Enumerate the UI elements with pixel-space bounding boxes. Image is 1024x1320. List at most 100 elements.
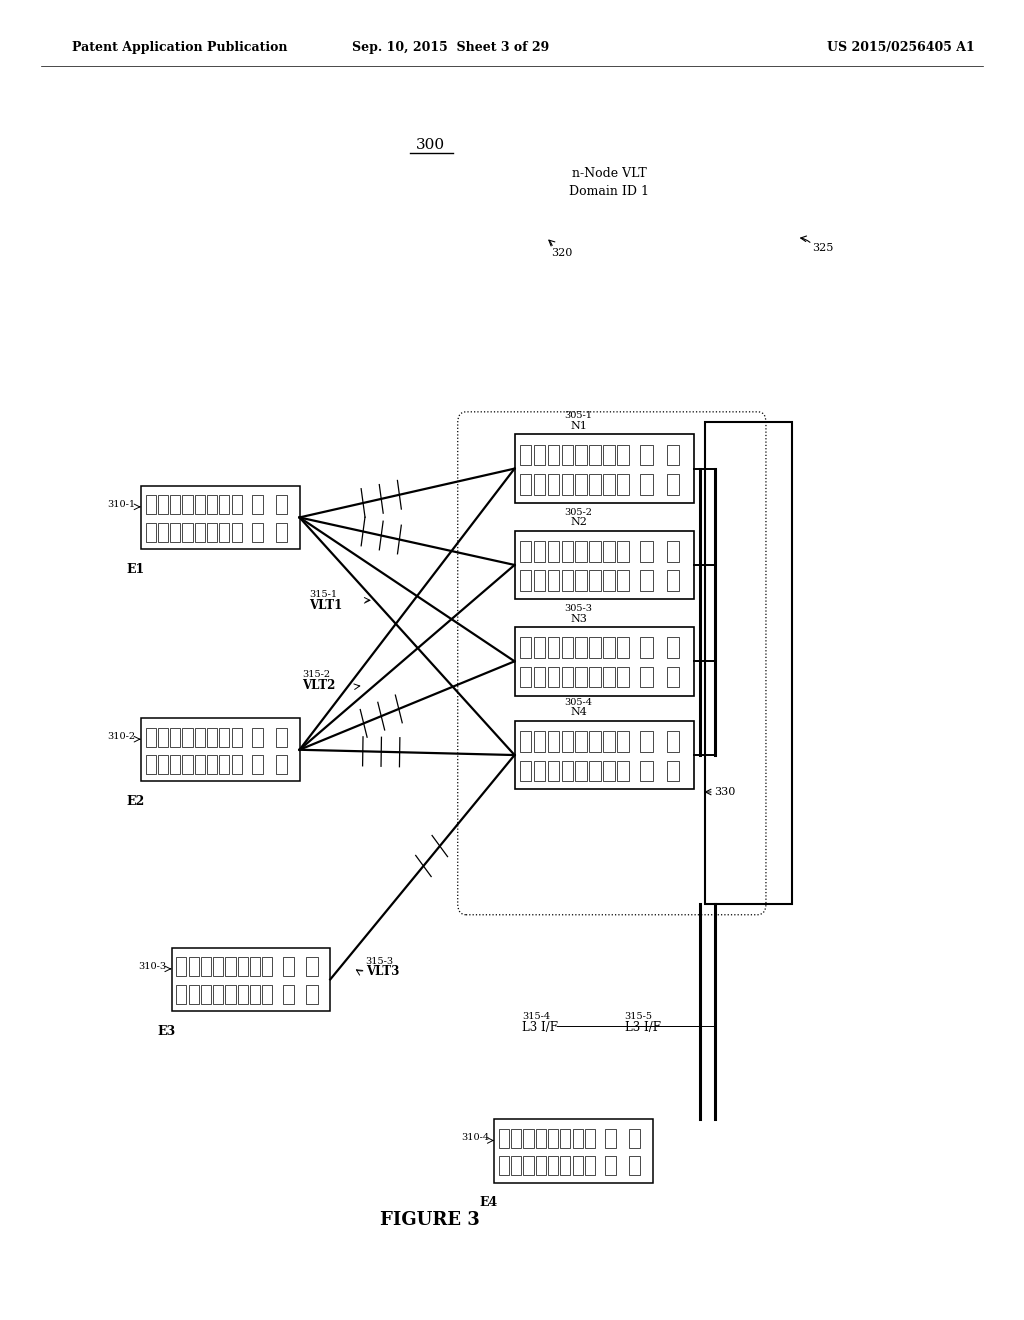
Bar — [585, 1129, 595, 1148]
Text: 305-2: 305-2 — [564, 508, 593, 517]
Bar — [158, 727, 168, 747]
Bar — [617, 667, 629, 688]
Bar — [667, 638, 679, 657]
Bar — [520, 474, 531, 495]
Bar — [219, 495, 229, 515]
Bar — [499, 1156, 509, 1175]
Bar — [306, 985, 317, 1003]
Bar — [590, 445, 601, 465]
Bar — [534, 638, 545, 657]
Text: 310-2: 310-2 — [108, 733, 135, 742]
Text: FIGURE 3: FIGURE 3 — [380, 1210, 480, 1229]
Bar — [534, 541, 545, 561]
Text: 305-1: 305-1 — [564, 412, 593, 421]
Bar — [201, 985, 211, 1003]
Bar — [603, 474, 614, 495]
Bar — [640, 570, 652, 591]
Bar — [514, 721, 694, 789]
Bar — [283, 957, 294, 977]
Text: 310-1: 310-1 — [108, 500, 135, 510]
Bar — [561, 541, 573, 561]
Bar — [617, 541, 629, 561]
Text: 305-3: 305-3 — [564, 605, 593, 614]
Text: E1: E1 — [127, 562, 144, 576]
Bar — [520, 638, 531, 657]
Bar — [640, 760, 652, 781]
Text: Patent Application Publication: Patent Application Publication — [72, 41, 287, 54]
Bar — [617, 445, 629, 465]
Bar — [572, 1156, 583, 1175]
Bar — [640, 667, 652, 688]
Bar — [207, 523, 217, 541]
Bar — [275, 755, 287, 774]
Text: 300: 300 — [416, 139, 444, 152]
Bar — [617, 570, 629, 591]
Bar — [590, 570, 601, 591]
Bar — [511, 1129, 521, 1148]
Bar — [499, 1129, 509, 1148]
Bar — [667, 760, 679, 781]
Bar — [590, 474, 601, 495]
Bar — [195, 727, 205, 747]
Bar — [605, 1156, 616, 1175]
Bar — [575, 445, 587, 465]
Text: 310-3: 310-3 — [138, 962, 166, 972]
Text: L3 I/F: L3 I/F — [522, 1020, 558, 1034]
Bar — [548, 541, 559, 561]
Bar — [188, 985, 199, 1003]
Bar — [590, 541, 601, 561]
Bar — [561, 445, 573, 465]
Text: 315-1: 315-1 — [309, 590, 337, 599]
Text: E2: E2 — [127, 795, 144, 808]
Bar — [667, 731, 679, 751]
Bar — [617, 474, 629, 495]
Bar — [575, 570, 587, 591]
Bar — [250, 985, 260, 1003]
Bar — [252, 755, 263, 774]
Bar — [617, 731, 629, 751]
Bar — [603, 731, 614, 751]
Bar — [207, 495, 217, 515]
Bar — [523, 1129, 534, 1148]
Bar — [231, 523, 242, 541]
Bar — [603, 667, 614, 688]
Text: N1: N1 — [570, 421, 587, 432]
Bar — [495, 1119, 653, 1183]
Bar — [590, 638, 601, 657]
Bar — [182, 523, 193, 541]
Bar — [667, 667, 679, 688]
Bar — [158, 523, 168, 541]
Bar — [520, 541, 531, 561]
Bar — [275, 727, 287, 747]
Text: US 2015/0256405 A1: US 2015/0256405 A1 — [827, 41, 975, 54]
Text: 315-5: 315-5 — [625, 1012, 652, 1022]
Bar — [520, 667, 531, 688]
Bar — [170, 727, 180, 747]
Bar — [262, 985, 272, 1003]
Bar — [603, 570, 614, 591]
Bar — [171, 948, 330, 1011]
Bar — [590, 760, 601, 781]
Bar — [603, 541, 614, 561]
Bar — [170, 755, 180, 774]
Bar — [603, 445, 614, 465]
Bar — [548, 731, 559, 751]
Bar — [252, 727, 263, 747]
Bar — [617, 638, 629, 657]
Bar — [207, 755, 217, 774]
Bar — [520, 570, 531, 591]
Bar — [629, 1129, 640, 1148]
Text: 310-4: 310-4 — [461, 1134, 489, 1143]
Bar — [667, 541, 679, 561]
Bar — [219, 755, 229, 774]
Bar — [575, 731, 587, 751]
Bar — [141, 718, 299, 781]
Bar — [182, 755, 193, 774]
Bar — [158, 755, 168, 774]
Bar — [534, 474, 545, 495]
Bar — [514, 531, 694, 599]
Bar — [176, 957, 186, 977]
Bar — [231, 755, 242, 774]
Text: L3 I/F: L3 I/F — [625, 1020, 660, 1034]
Bar — [195, 523, 205, 541]
